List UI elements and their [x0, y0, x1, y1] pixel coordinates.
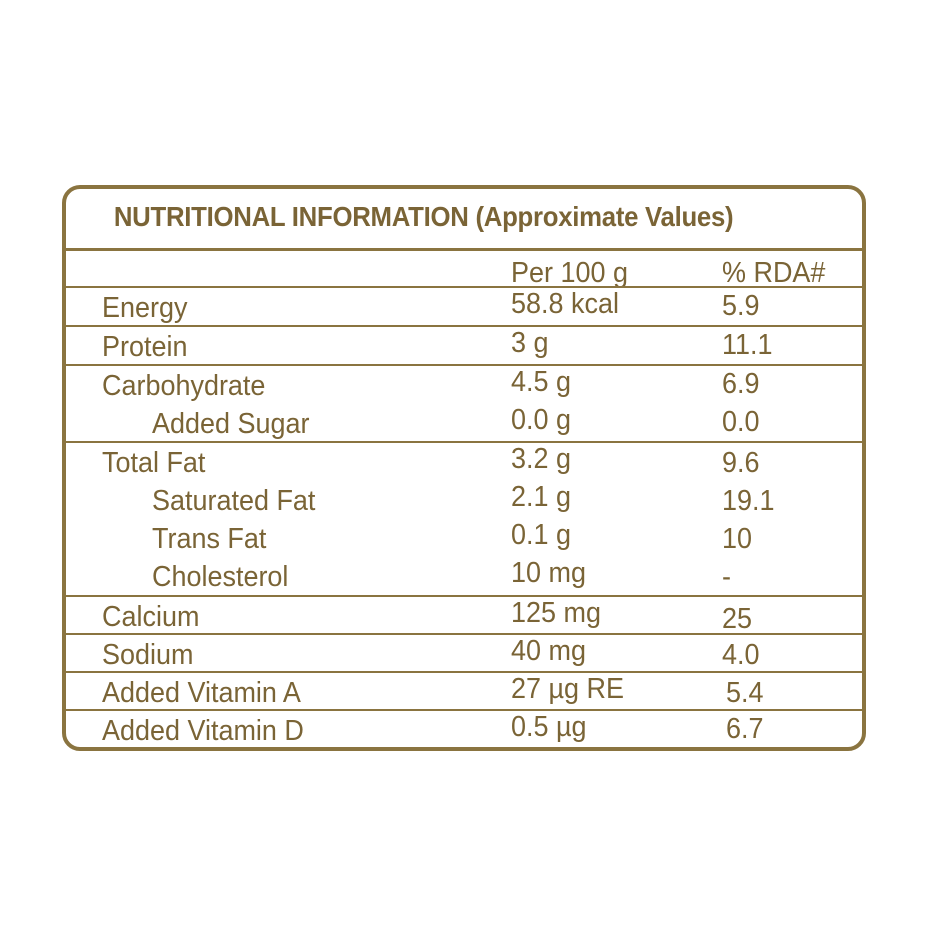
nutrient-name: Added Sugar — [152, 408, 310, 440]
rda-value: 6.9 — [722, 368, 760, 400]
per-100g-value: 0.1 g — [511, 519, 571, 551]
rda-header: % RDA# — [722, 257, 826, 289]
table-row: Added Vitamin D 0.5 µg 6.7 — [66, 709, 862, 747]
rda-value: 5.9 — [722, 290, 760, 322]
per-100g-value: 40 mg — [511, 635, 586, 667]
rda-value: 4.0 — [722, 639, 760, 671]
nutrient-name: Cholesterol — [152, 561, 289, 593]
per-100g-value: 3 g — [511, 327, 549, 359]
rda-value: 10 — [722, 523, 753, 555]
per-100g-value: 3.2 g — [511, 443, 571, 475]
nutrient-name: Calcium — [102, 601, 200, 633]
rda-value: 19.1 — [722, 485, 775, 517]
nutrient-name: Energy — [102, 292, 188, 324]
nutrient-name: Saturated Fat — [152, 485, 316, 517]
per-100g-value: 125 mg — [511, 597, 601, 629]
per-100g-header: Per 100 g — [511, 257, 628, 289]
nutrient-name: Added Vitamin D — [102, 715, 304, 747]
nutrition-table: NUTRITIONAL INFORMATION (Approximate Val… — [62, 185, 866, 751]
nutrient-name: Trans Fat — [152, 523, 267, 555]
rda-value: - — [722, 561, 731, 593]
rda-value: 5.4 — [726, 677, 764, 709]
nutrient-name: Added Vitamin A — [102, 677, 301, 709]
rda-value: 25 — [722, 603, 753, 635]
rda-value: 11.1 — [722, 329, 773, 361]
rda-value: 9.6 — [722, 447, 760, 479]
table-row: Calcium 125 mg 25 — [66, 595, 862, 635]
nutrient-name: Carbohydrate — [102, 370, 266, 402]
per-100g-value: 0.5 µg — [511, 711, 587, 743]
table-row-group: Total Fat 3.2 g 9.6 Saturated Fat 2.1 g … — [66, 441, 862, 594]
table-row: Sodium 40 mg 4.0 — [66, 633, 862, 671]
nutrient-name: Sodium — [102, 639, 194, 671]
table-title: NUTRITIONAL INFORMATION (Approximate Val… — [113, 201, 734, 232]
rda-value: 0.0 — [722, 406, 760, 438]
per-100g-value: 4.5 g — [511, 366, 571, 398]
table-row-group: Carbohydrate 4.5 g 6.9 Added Sugar 0.0 g… — [66, 364, 862, 440]
per-100g-value: 27 µg RE — [511, 673, 624, 705]
nutrient-name: Total Fat — [102, 447, 206, 479]
table-row: Protein 3 g 11.1 — [66, 325, 862, 363]
table-row: Added Vitamin A 27 µg RE 5.4 — [66, 671, 862, 709]
per-100g-value: 2.1 g — [511, 481, 571, 513]
rda-value: 6.7 — [726, 713, 764, 745]
header-row: Per 100 g % RDA# — [66, 248, 862, 289]
per-100g-value: 58.8 kcal — [511, 288, 619, 320]
nutrient-name: Protein — [102, 331, 188, 363]
table-row: Energy 58.8 kcal 5.9 — [66, 286, 862, 324]
per-100g-value: 0.0 g — [511, 404, 571, 436]
per-100g-value: 10 mg — [511, 557, 586, 589]
